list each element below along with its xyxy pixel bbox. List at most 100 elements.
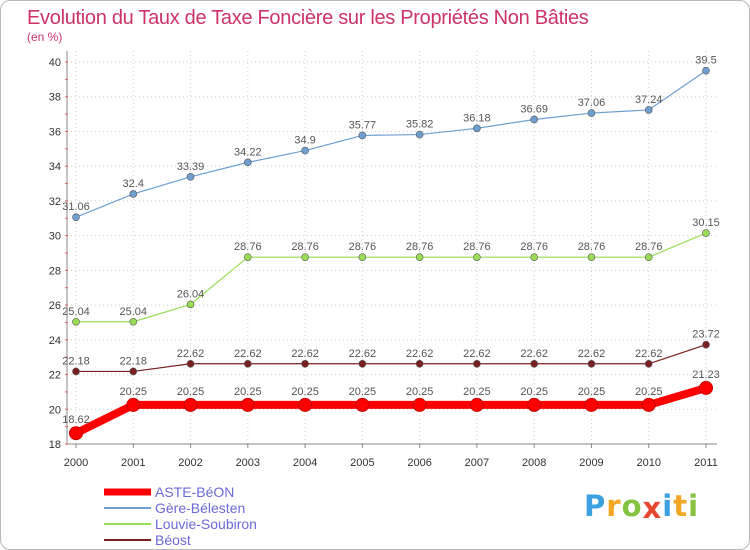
data-point [469, 397, 484, 412]
data-label: 35.82 [406, 119, 434, 131]
data-label: 28.76 [234, 241, 262, 253]
series-line-Gère-Bélesten [75, 70, 707, 218]
data-label: 22.62 [578, 348, 606, 360]
data-point [702, 66, 710, 75]
data-point [129, 317, 138, 326]
y-tick-label: 38 [49, 92, 61, 104]
data-label: 22.62 [463, 348, 491, 360]
series-line-Louvie-Soubiron [76, 232, 707, 323]
data-point [126, 397, 141, 412]
data-label: 28.76 [291, 241, 319, 253]
data-label: 20.25 [291, 386, 319, 398]
data-label: 31.06 [62, 201, 90, 213]
data-point [301, 359, 309, 368]
series-line-Béost [76, 344, 707, 373]
data-label: 20.25 [463, 386, 491, 398]
y-tick-label: 28 [49, 265, 61, 277]
data-label: 20.25 [234, 386, 262, 398]
logo-letter: i [688, 489, 700, 523]
data-point [584, 397, 599, 412]
data-point [72, 317, 80, 326]
y-tick-label: 26 [49, 300, 61, 312]
data-label: 18.62 [62, 414, 90, 426]
y-tick-label: 40 [49, 57, 61, 69]
data-label: 39.5 [695, 55, 716, 67]
y-axis-unit: (en %) [27, 30, 63, 44]
data-label: 30.15 [692, 217, 720, 229]
logo-letter: t [673, 489, 689, 523]
legend-entry: Béost [155, 532, 191, 548]
data-label: 22.62 [635, 348, 663, 360]
data-label: 37.24 [635, 94, 663, 106]
data-point [186, 300, 195, 309]
logo-letter: P [584, 489, 607, 523]
data-point [473, 124, 481, 133]
data-point [244, 253, 252, 261]
x-tick-label: 2002 [178, 457, 202, 469]
data-point [644, 359, 653, 368]
data-point [587, 253, 596, 261]
series-line-ASTE-BéON [74, 384, 708, 437]
data-point [702, 229, 710, 237]
proxiti-logo: Proxiti [584, 489, 700, 525]
data-point [129, 367, 138, 376]
data-label: 25.04 [120, 306, 148, 318]
data-label: 36.69 [520, 103, 548, 115]
data-label: 28.76 [578, 241, 606, 253]
chart-title: Evolution du Taux de Taxe Foncière sur l… [27, 7, 589, 29]
data-label: 22.62 [349, 348, 377, 360]
logo-letter: o [621, 489, 643, 523]
data-label: 20.25 [578, 386, 606, 398]
data-label: 22.62 [177, 348, 205, 360]
data-point [129, 190, 138, 198]
data-label: 32.4 [123, 178, 144, 190]
y-tick-label: 18 [49, 439, 61, 451]
data-label: 20.25 [406, 386, 434, 398]
data-point [72, 367, 80, 376]
data-point [699, 380, 713, 395]
x-tick-label: 2008 [522, 457, 546, 469]
data-point [415, 253, 424, 261]
data-point [358, 359, 367, 368]
data-label: 28.76 [463, 241, 491, 253]
x-tick-label: 2007 [465, 457, 489, 469]
x-tick-label: 2003 [236, 457, 260, 469]
data-point [240, 397, 255, 412]
data-point [358, 131, 367, 140]
data-point [412, 397, 427, 412]
data-point [186, 359, 195, 368]
data-label: 26.04 [177, 288, 205, 300]
data-point [530, 115, 538, 124]
x-tick-label: 2011 [694, 457, 718, 469]
logo-letter: i [662, 489, 674, 523]
data-point [301, 146, 309, 155]
data-point [587, 109, 596, 117]
data-label: 20.25 [120, 386, 148, 398]
data-point [69, 426, 83, 441]
data-label: 28.76 [520, 241, 548, 253]
data-label: 28.76 [349, 241, 377, 253]
data-point [244, 158, 252, 167]
y-tick-label: 22 [49, 370, 61, 382]
data-label: 23.72 [692, 329, 720, 341]
data-label: 35.77 [349, 119, 377, 131]
x-tick-label: 2010 [636, 457, 660, 469]
data-point [298, 397, 313, 412]
data-point [355, 397, 370, 412]
data-label: 33.39 [177, 161, 205, 173]
data-label: 22.18 [120, 355, 148, 367]
y-tick-label: 20 [49, 404, 61, 416]
data-point [358, 253, 367, 261]
data-point [72, 213, 80, 222]
x-tick-label: 2001 [121, 457, 145, 469]
data-point [530, 359, 538, 368]
data-point [186, 172, 195, 181]
data-point [415, 130, 424, 139]
data-point [702, 340, 710, 349]
logo-letter: r [606, 489, 622, 523]
data-label: 34.9 [294, 135, 315, 147]
data-label: 22.62 [406, 348, 434, 360]
data-label: 28.76 [406, 241, 434, 253]
legend-entry: ASTE-BéON [155, 484, 234, 500]
